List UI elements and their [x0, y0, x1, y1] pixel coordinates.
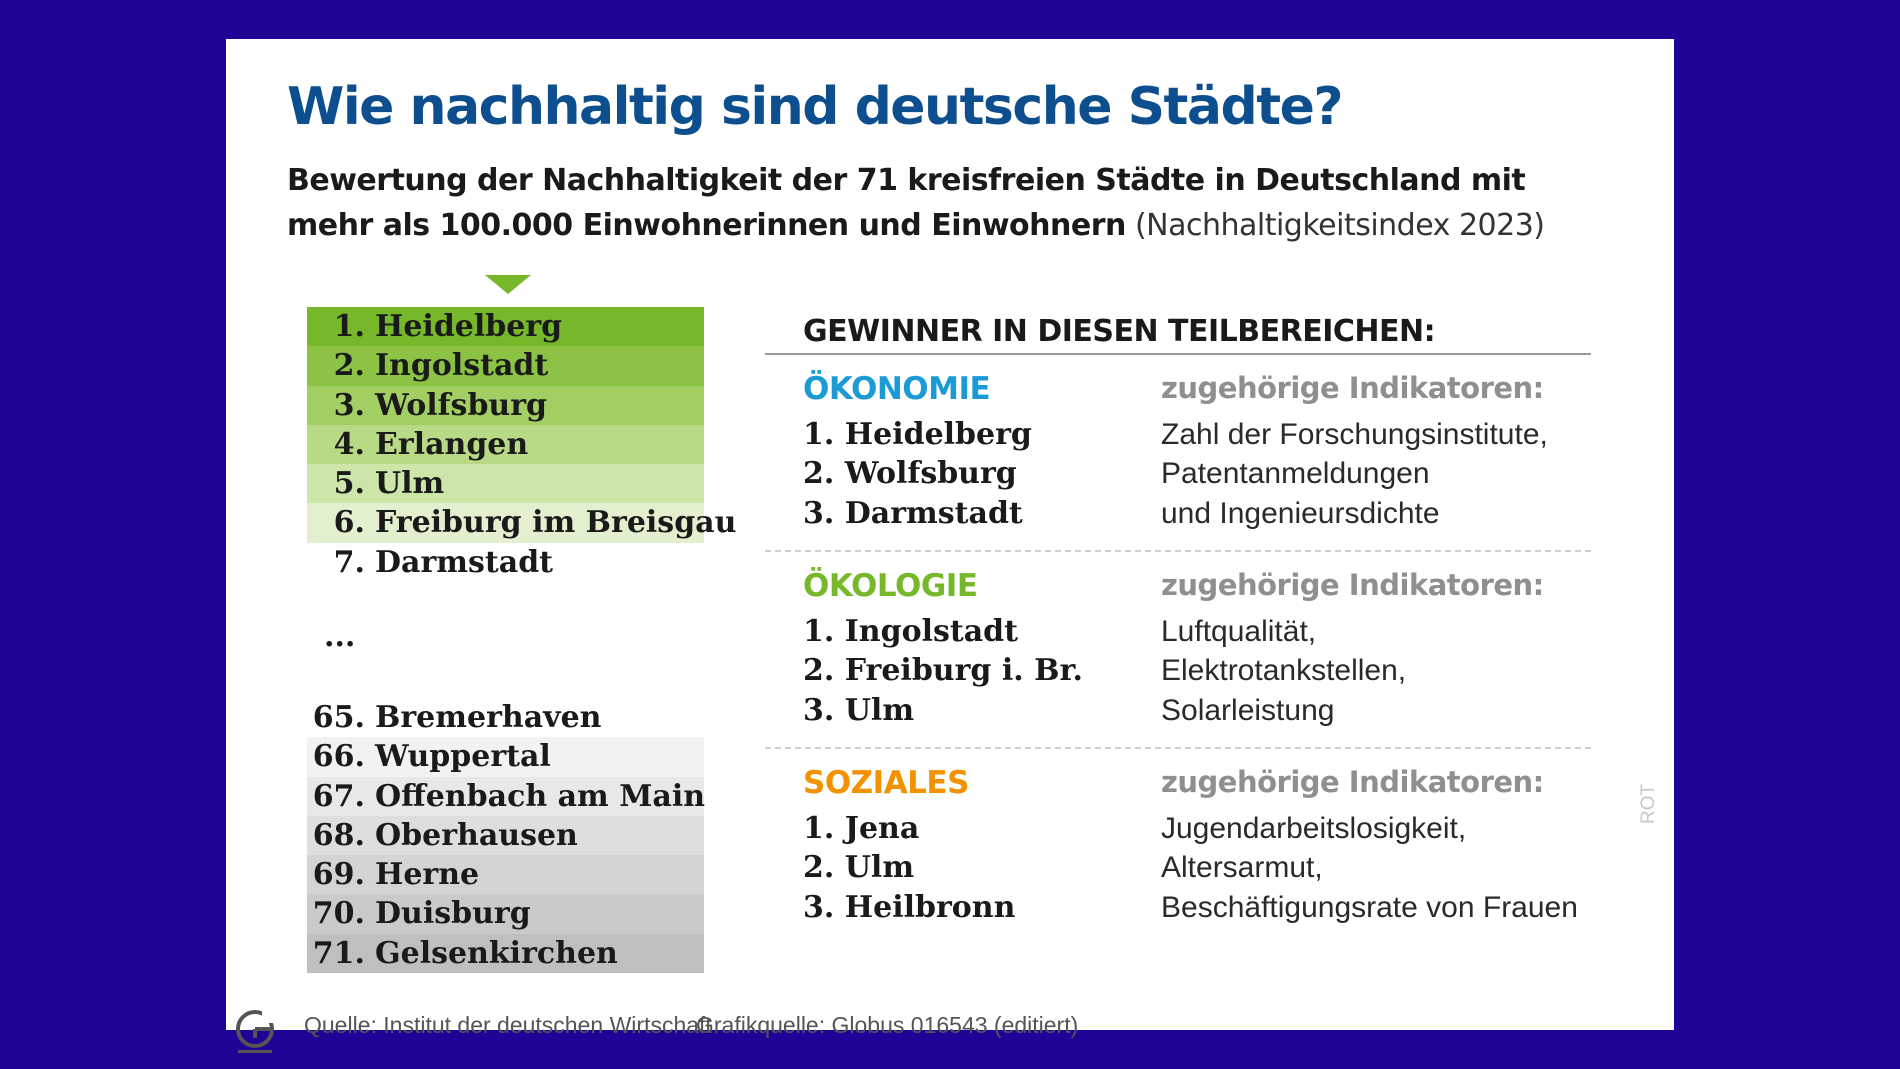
rank-number: 4. [333, 426, 365, 462]
rank-number: 2. [333, 348, 365, 384]
footer: Quelle: Institut der deutschen Wirtschaf… [226, 1004, 1674, 1053]
indicator-item: Elektrotankstellen, [1161, 654, 1407, 688]
indicator-list: Jugendarbeitslosigkeit, Altersarmut, Bes… [1161, 809, 1578, 927]
rank-number: 66. [312, 739, 365, 775]
rank-row: 2. Ingolstadt [307, 346, 704, 386]
rank-city: Offenbach am Main [375, 778, 706, 814]
watermark: ROT [1638, 783, 1659, 824]
subtitle: Bewertung der Nachhaltigkeit der 71 krei… [287, 158, 1547, 248]
rank-city: Gelsenkirchen [375, 935, 618, 971]
rank-number: 71. [312, 935, 365, 971]
rank-number: 65. [312, 700, 365, 735]
winners-heading: GEWINNER IN DIESEN TEILBEREICHEN: [765, 307, 1591, 355]
indicator-item: Luftqualität, [1161, 615, 1317, 648]
winner-item: 3. Darmstadt [803, 495, 1023, 531]
rank-number: 3. [333, 387, 365, 423]
rank-number: 69. [312, 857, 365, 893]
winners-list: 1. Ingolstadt 2. Freiburg i. Br. 3. Ulm [803, 612, 1083, 730]
winner-item: 2. Freiburg i. Br. [803, 653, 1083, 689]
rank-number: 68. [312, 817, 365, 853]
winner-item: 2. Wolfsburg [803, 456, 1017, 492]
ranking-ellipsis: ... [324, 619, 356, 654]
winner-item: 3. Ulm [803, 692, 915, 728]
rank-row: 65. Bremerhaven [307, 698, 704, 738]
indicator-item: Beschäftigungsrate von Frauen [1161, 890, 1578, 924]
rank-row: 67. Offenbach am Main [307, 776, 706, 816]
winner-item: 3. Heilbronn [803, 889, 1016, 925]
indicator-item: Zahl der Forschungsinstitute, [1161, 418, 1548, 451]
rank-row: 66. Wuppertal [307, 737, 704, 777]
source-note: Quelle: Institut der deutschen Wirtschaf… [304, 1012, 712, 1038]
ranking-top-list: 1. Heidelberg 2. Ingolstadt 3. Wolfsburg 4.… [307, 307, 736, 583]
globus-logo-icon [234, 1009, 278, 1060]
winners-list: 1. Heidelberg 2. Wolfsburg 3. Darmstadt [803, 415, 1032, 533]
rank-city: Erlangen [375, 426, 529, 462]
rank-city: Duisburg [375, 896, 531, 932]
winner-item: 1. Ingolstadt [803, 614, 1019, 649]
subtitle-main: Bewertung der Nachhaltigkeit der 71 krei… [287, 163, 1526, 243]
rank-row: 71. Gelsenkirchen [307, 933, 704, 974]
indicator-item: Altersarmut, [1161, 851, 1323, 885]
indicator-list: Luftqualität, Elektrotankstellen, Solarl… [1161, 612, 1406, 730]
graphic-credit: Grafikquelle: Globus 016543 (editiert) [696, 1012, 1079, 1038]
rank-row: 1. Heidelberg [307, 307, 704, 347]
infographic-card: Wie nachhaltig sind deutsche Städte? Bew… [226, 39, 1674, 1053]
indicator-item: Jugendarbeitslosigkeit, [1161, 812, 1467, 845]
indicator-list: Zahl der Forschungsinstitute, Patentanme… [1161, 415, 1548, 533]
rank-city: Ingolstadt [375, 348, 549, 384]
rank-city: Wuppertal [375, 739, 551, 775]
ranking-bottom-list: 65. Bremerhaven 66. Wuppertal 67. Offenbach… [307, 698, 706, 974]
winners-list: 1. Jena 2. Ulm 3. Heilbronn [803, 809, 1015, 927]
indicator-label: zugehörige Indikatoren: [1161, 568, 1544, 602]
category-okonomie: ÖKONOMIE zugehörige Indikatoren: 1. Heid… [765, 355, 1591, 552]
rank-city: Herne [375, 857, 480, 893]
category-okologie: ÖKOLOGIE zugehörige Indikatoren: 1. Ingo… [765, 552, 1591, 749]
rank-number: 1. [333, 309, 365, 344]
category-title: ÖKOLOGIE [803, 568, 978, 604]
indicator-item: Patentanmeldungen [1161, 457, 1430, 491]
category-soziales: SOZIALES zugehörige Indikatoren: 1. Jena… [765, 749, 1591, 944]
rank-row: 7. Darmstadt [307, 542, 704, 583]
rank-city: Freiburg im Breisgau [375, 505, 737, 541]
indicator-item: und Ingenieursdichte [1161, 496, 1440, 530]
rank-row: 3. Wolfsburg [307, 385, 704, 425]
rank-number: 7. [333, 544, 365, 580]
rank-row: 4. Erlangen [307, 424, 704, 465]
rank-number: 5. [333, 466, 365, 502]
rank-row: 69. Herne [307, 855, 704, 895]
winners-panel: GEWINNER IN DIESEN TEILBEREICHEN: ÖKONOM… [765, 307, 1591, 944]
rank-number: 6. [333, 505, 365, 541]
subtitle-note: (Nachhaltigkeitsindex 2023) [1134, 208, 1545, 243]
rank-city: Wolfsburg [375, 387, 548, 423]
category-title: SOZIALES [803, 765, 969, 801]
category-title: ÖKONOMIE [803, 371, 991, 407]
rank-number: 70. [312, 896, 365, 932]
indicator-label: zugehörige Indikatoren: [1161, 371, 1544, 405]
ranking-arrow-icon [485, 275, 531, 294]
rank-city: Oberhausen [375, 817, 578, 853]
rank-row: 70. Duisburg [307, 894, 704, 934]
rank-row: 6. Freiburg im Breisgau [307, 503, 736, 543]
winner-item: 2. Ulm [803, 850, 915, 886]
rank-city: Heidelberg [375, 309, 563, 344]
rank-city: Bremerhaven [375, 700, 602, 735]
winner-item: 1. Jena [803, 811, 920, 846]
indicator-label: zugehörige Indikatoren: [1161, 765, 1544, 799]
rank-city: Ulm [375, 466, 445, 502]
rank-row: 68. Oberhausen [307, 815, 704, 856]
winner-item: 1. Heidelberg [803, 417, 1032, 452]
rank-row: 5. Ulm [307, 464, 704, 504]
rank-number: 67. [312, 778, 365, 814]
indicator-item: Solarleistung [1161, 693, 1335, 727]
page-title: Wie nachhaltig sind deutsche Städte? [287, 77, 1344, 137]
rank-city: Darmstadt [375, 544, 554, 580]
